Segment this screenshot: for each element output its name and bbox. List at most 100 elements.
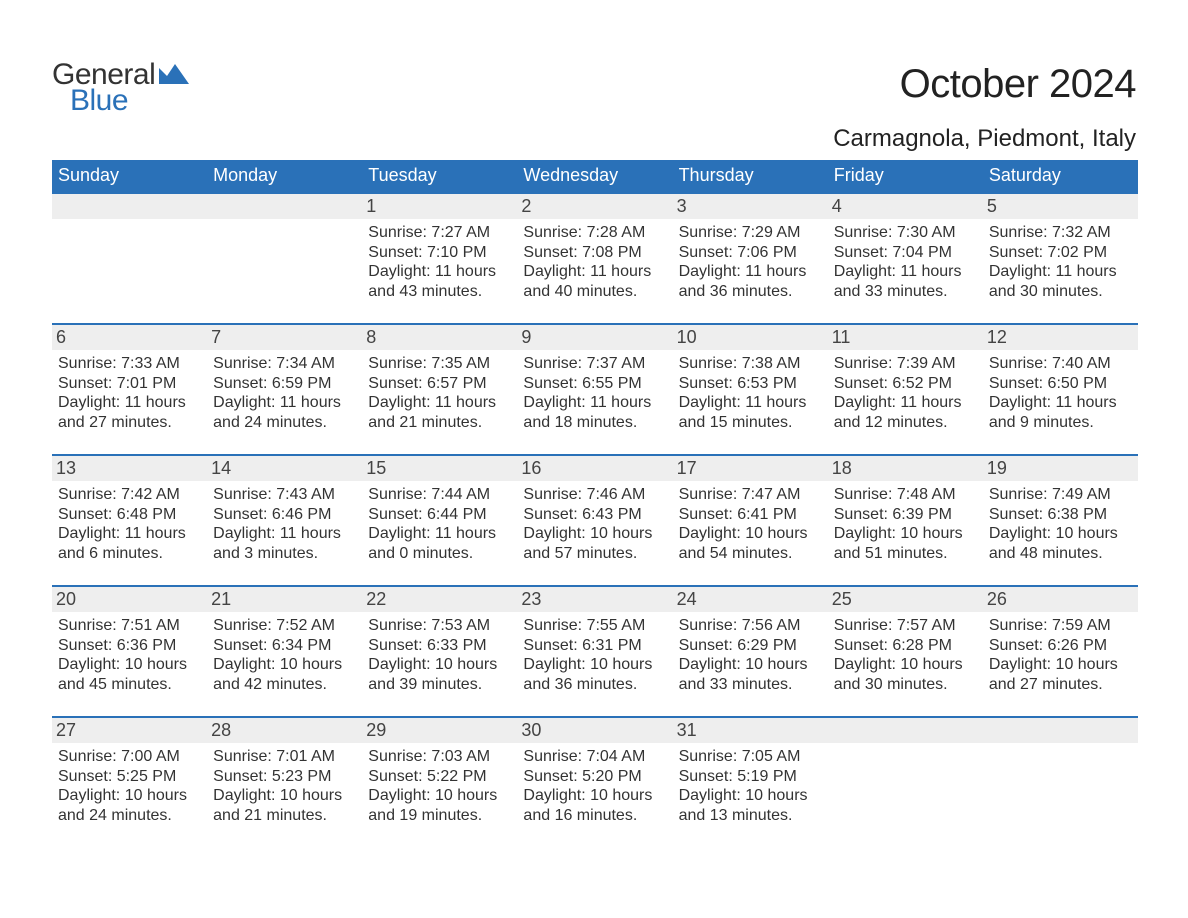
day-number: 18 — [828, 454, 983, 481]
weeks-container: 1Sunrise: 7:27 AMSunset: 7:10 PMDaylight… — [52, 192, 1138, 847]
logo: General Blue — [52, 62, 189, 113]
day-body: Sunrise: 7:37 AMSunset: 6:55 PMDaylight:… — [523, 354, 666, 432]
day-body: Sunrise: 7:49 AMSunset: 6:38 PMDaylight:… — [989, 485, 1132, 563]
day-number: 25 — [828, 585, 983, 612]
day-number: 8 — [362, 323, 517, 350]
sunrise-text: Sunrise: 7:04 AM — [523, 747, 666, 767]
day-cell: 20 Sunrise: 7:51 AMSunset: 6:36 PMDayligh… — [52, 585, 207, 716]
day-body: Sunrise: 7:27 AMSunset: 7:10 PMDaylight:… — [368, 223, 511, 301]
sunset-text: Sunset: 6:33 PM — [368, 636, 511, 656]
daylight-text: Daylight: 10 hours and 30 minutes. — [834, 655, 977, 694]
calendar: Sunday Monday Tuesday Wednesday Thursday… — [52, 160, 1138, 847]
day-body: Sunrise: 7:35 AMSunset: 6:57 PMDaylight:… — [368, 354, 511, 432]
day-cell — [52, 192, 207, 323]
day-number — [207, 192, 362, 219]
day-cell: 3Sunrise: 7:29 AMSunset: 7:06 PMDaylight… — [673, 192, 828, 323]
dow-friday: Friday — [828, 160, 983, 192]
daylight-text: Daylight: 11 hours and 3 minutes. — [213, 524, 356, 563]
daylight-text: Daylight: 11 hours and 15 minutes. — [679, 393, 822, 432]
day-cell: 31Sunrise: 7:05 AMSunset: 5:19 PMDayligh… — [673, 716, 828, 847]
day-cell: 14Sunrise: 7:43 AMSunset: 6:46 PMDayligh… — [207, 454, 362, 585]
daylight-text: Daylight: 11 hours and 43 minutes. — [368, 262, 511, 301]
day-number: 24 — [673, 585, 828, 612]
day-cell: 15Sunrise: 7:44 AMSunset: 6:44 PMDayligh… — [362, 454, 517, 585]
day-cell: 8 Sunrise: 7:35 AMSunset: 6:57 PMDaylight… — [362, 323, 517, 454]
sunrise-text: Sunrise: 7:37 AM — [523, 354, 666, 374]
day-cell: 18Sunrise: 7:48 AMSunset: 6:39 PMDayligh… — [828, 454, 983, 585]
sunrise-text: Sunrise: 7:35 AM — [368, 354, 511, 374]
sunrise-text: Sunrise: 7:55 AM — [523, 616, 666, 636]
sunset-text: Sunset: 6:41 PM — [679, 505, 822, 525]
daylight-text: Daylight: 10 hours and 51 minutes. — [834, 524, 977, 563]
sunset-text: Sunset: 6:39 PM — [834, 505, 977, 525]
sunrise-text: Sunrise: 7:33 AM — [58, 354, 201, 374]
day-cell: 17Sunrise: 7:47 AMSunset: 6:41 PMDayligh… — [673, 454, 828, 585]
day-cell — [828, 716, 983, 847]
daylight-text: Daylight: 10 hours and 21 minutes. — [213, 786, 356, 825]
dow-sunday: Sunday — [52, 160, 207, 192]
day-body: Sunrise: 7:56 AMSunset: 6:29 PMDaylight:… — [679, 616, 822, 694]
week-row: 20 Sunrise: 7:51 AMSunset: 6:36 PMDayligh… — [52, 585, 1138, 716]
day-cell: 30Sunrise: 7:04 AMSunset: 5:20 PMDayligh… — [517, 716, 672, 847]
day-cell: 26Sunrise: 7:59 AMSunset: 6:26 PMDayligh… — [983, 585, 1138, 716]
sunset-text: Sunset: 6:34 PM — [213, 636, 356, 656]
daylight-text: Daylight: 10 hours and 19 minutes. — [368, 786, 511, 825]
day-number — [983, 716, 1138, 743]
day-number: 11 — [828, 323, 983, 350]
day-body: Sunrise: 7:30 AMSunset: 7:04 PMDaylight:… — [834, 223, 977, 301]
sunrise-text: Sunrise: 7:34 AM — [213, 354, 356, 374]
dow-wednesday: Wednesday — [517, 160, 672, 192]
sunrise-text: Sunrise: 7:47 AM — [679, 485, 822, 505]
day-cell — [207, 192, 362, 323]
day-number: 26 — [983, 585, 1138, 612]
daylight-text: Daylight: 11 hours and 18 minutes. — [523, 393, 666, 432]
day-body: Sunrise: 7:40 AMSunset: 6:50 PMDaylight:… — [989, 354, 1132, 432]
daylight-text: Daylight: 11 hours and 27 minutes. — [58, 393, 201, 432]
sunset-text: Sunset: 5:23 PM — [213, 767, 356, 787]
dow-saturday: Saturday — [983, 160, 1138, 192]
day-body: Sunrise: 7:55 AMSunset: 6:31 PMDaylight:… — [523, 616, 666, 694]
day-body: Sunrise: 7:51 AMSunset: 6:36 PMDaylight:… — [58, 616, 201, 694]
day-cell: 23Sunrise: 7:55 AMSunset: 6:31 PMDayligh… — [517, 585, 672, 716]
day-number: 16 — [517, 454, 672, 481]
sunset-text: Sunset: 6:46 PM — [213, 505, 356, 525]
daylight-text: Daylight: 11 hours and 24 minutes. — [213, 393, 356, 432]
sunset-text: Sunset: 7:04 PM — [834, 243, 977, 263]
day-number: 9 — [517, 323, 672, 350]
daylight-text: Daylight: 10 hours and 13 minutes. — [679, 786, 822, 825]
page-header: October 2024 Carmagnola, Piedmont, Italy — [833, 62, 1136, 153]
day-number: 20 — [52, 585, 207, 612]
day-body: Sunrise: 7:01 AMSunset: 5:23 PMDaylight:… — [213, 747, 356, 825]
day-of-week-header-row: Sunday Monday Tuesday Wednesday Thursday… — [52, 160, 1138, 192]
day-number: 30 — [517, 716, 672, 743]
day-cell: 10Sunrise: 7:38 AMSunset: 6:53 PMDayligh… — [673, 323, 828, 454]
day-cell: 1Sunrise: 7:27 AMSunset: 7:10 PMDaylight… — [362, 192, 517, 323]
day-number: 28 — [207, 716, 362, 743]
day-number: 22 — [362, 585, 517, 612]
day-cell: 13Sunrise: 7:42 AMSunset: 6:48 PMDayligh… — [52, 454, 207, 585]
sunset-text: Sunset: 7:02 PM — [989, 243, 1132, 263]
daylight-text: Daylight: 10 hours and 16 minutes. — [523, 786, 666, 825]
sunset-text: Sunset: 7:10 PM — [368, 243, 511, 263]
month-title: October 2024 — [833, 62, 1136, 107]
daylight-text: Daylight: 10 hours and 42 minutes. — [213, 655, 356, 694]
day-number: 12 — [983, 323, 1138, 350]
day-body: Sunrise: 7:29 AMSunset: 7:06 PMDaylight:… — [679, 223, 822, 301]
sunrise-text: Sunrise: 7:28 AM — [523, 223, 666, 243]
daylight-text: Daylight: 10 hours and 48 minutes. — [989, 524, 1132, 563]
day-number: 21 — [207, 585, 362, 612]
sunset-text: Sunset: 6:44 PM — [368, 505, 511, 525]
day-body: Sunrise: 7:46 AMSunset: 6:43 PMDaylight:… — [523, 485, 666, 563]
week-row: 1Sunrise: 7:27 AMSunset: 7:10 PMDaylight… — [52, 192, 1138, 323]
day-cell: 4 Sunrise: 7:30 AMSunset: 7:04 PMDaylight… — [828, 192, 983, 323]
day-cell: 7Sunrise: 7:34 AMSunset: 6:59 PMDaylight… — [207, 323, 362, 454]
logo-text: General Blue — [52, 62, 155, 113]
day-number: 4 — [828, 192, 983, 219]
day-cell: 2Sunrise: 7:28 AMSunset: 7:08 PMDaylight… — [517, 192, 672, 323]
day-cell: 27Sunrise: 7:00 AMSunset: 5:25 PMDayligh… — [52, 716, 207, 847]
location-subtitle: Carmagnola, Piedmont, Italy — [833, 125, 1136, 153]
sunrise-text: Sunrise: 7:39 AM — [834, 354, 977, 374]
sunset-text: Sunset: 6:31 PM — [523, 636, 666, 656]
sunrise-text: Sunrise: 7:52 AM — [213, 616, 356, 636]
sunset-text: Sunset: 7:06 PM — [679, 243, 822, 263]
